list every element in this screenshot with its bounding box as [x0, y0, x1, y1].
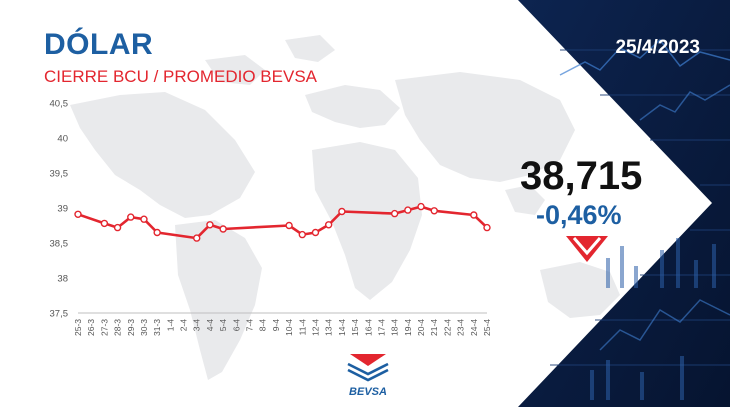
data-point [193, 234, 201, 242]
data-point [338, 207, 346, 216]
page-title: DÓLAR [44, 28, 154, 61]
bevsa-logo: BEVSA [347, 354, 389, 398]
x-tick-label: 9-4 [271, 319, 281, 332]
x-tick-label: 2-4 [179, 319, 189, 332]
data-point [140, 215, 148, 223]
x-tick-label: 26-3 [86, 319, 96, 336]
data-point [74, 210, 82, 219]
data-point [390, 209, 399, 218]
data-point [298, 230, 306, 239]
data-point [430, 207, 438, 215]
data-point [153, 228, 161, 237]
x-tick-label: 23-4 [456, 319, 466, 336]
x-tick-label: 3-4 [192, 319, 202, 332]
x-tick-label: 1-4 [165, 319, 175, 332]
x-tick-label: 21-4 [429, 319, 439, 336]
x-tick-label: 18-4 [390, 319, 400, 336]
y-tick-label: 40 [57, 134, 68, 145]
logo-text: BEVSA [349, 386, 387, 398]
data-point [219, 225, 227, 233]
down-arrow-icon [566, 236, 608, 262]
x-tick-label: 25-3 [73, 319, 83, 336]
x-tick-label: 10-4 [284, 319, 294, 336]
x-tick-label: 17-4 [376, 319, 386, 336]
y-tick-label: 40,5 [50, 99, 69, 110]
x-tick-label: 14-4 [337, 319, 347, 336]
x-tick-label: 7-4 [245, 319, 255, 332]
x-tick-label: 27-3 [99, 319, 109, 336]
page-subtitle: CIERRE BCU / PROMEDIO BEVSA [44, 67, 317, 86]
x-tick-label: 30-3 [139, 319, 149, 336]
data-point [100, 219, 109, 228]
x-tick-label: 5-4 [218, 319, 228, 332]
data-point [404, 206, 412, 214]
x-tick-label: 8-4 [258, 319, 268, 332]
data-point [470, 211, 478, 219]
quote-date: 25/4/2023 [615, 37, 700, 58]
price-change: -0,46% [536, 200, 622, 230]
data-point [127, 213, 135, 221]
data-point [206, 221, 214, 229]
x-tick-label: 19-4 [403, 319, 413, 336]
y-tick-label: 38 [57, 274, 68, 285]
y-tick-label: 37,5 [50, 309, 69, 320]
x-tick-label: 31-3 [152, 319, 162, 336]
x-tick-label: 20-4 [416, 319, 426, 336]
x-tick-label: 4-4 [205, 319, 215, 332]
data-point [113, 223, 122, 232]
data-point [324, 221, 333, 229]
data-point [417, 202, 425, 211]
data-point [285, 221, 293, 230]
x-tick-label: 12-4 [310, 319, 320, 336]
data-point [483, 223, 491, 232]
series-line [77, 205, 488, 240]
x-tick-label: 22-4 [442, 319, 452, 336]
data-point [311, 228, 320, 237]
y-tick-label: 39 [57, 204, 68, 215]
x-tick-label: 13-4 [324, 319, 334, 336]
x-tick-label: 24-4 [469, 319, 479, 336]
x-tick-label: 29-3 [126, 319, 136, 336]
x-tick-label: 25-4 [482, 319, 492, 336]
y-tick-label: 39,5 [50, 169, 69, 180]
x-tick-label: 11-4 [297, 319, 307, 336]
x-tick-label: 6-4 [231, 319, 241, 332]
closing-price: 38,715 [520, 154, 643, 198]
x-tick-label: 16-4 [363, 319, 373, 336]
x-tick-label: 28-3 [113, 319, 123, 336]
x-tick-label: 15-4 [350, 319, 360, 336]
y-tick-label: 38,5 [50, 239, 69, 250]
